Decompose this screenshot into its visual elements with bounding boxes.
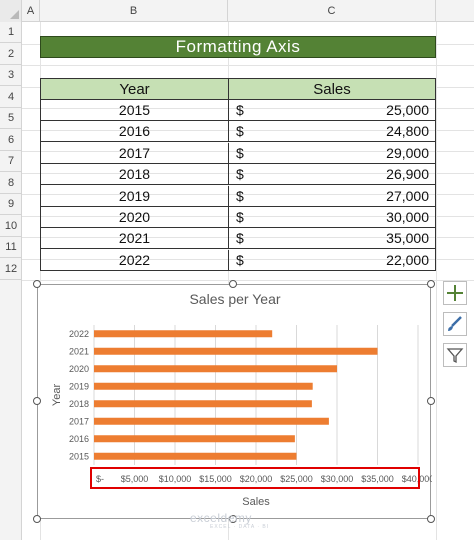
row-header-11[interactable]: 11 (0, 237, 22, 258)
cell-sales[interactable]: $24,800 (229, 121, 435, 142)
currency-symbol: $ (236, 102, 256, 118)
currency-symbol: $ (236, 230, 256, 246)
resize-handle-bottom-right[interactable] (427, 515, 435, 523)
watermark-tagline: EXCEL · DATA · BI (210, 524, 269, 530)
column-header-b[interactable]: B (40, 0, 228, 22)
filter-icon (446, 346, 464, 364)
cell-year[interactable]: 2016 (41, 121, 229, 142)
cell-sales[interactable]: $35,000 (229, 228, 435, 249)
sales-amount: 30,000 (386, 209, 429, 225)
y-tick-label: 2020 (69, 364, 89, 374)
bar-2017[interactable] (94, 418, 329, 425)
row-header-6[interactable]: 6 (0, 130, 22, 151)
resize-handle-bottom-left[interactable] (33, 515, 41, 523)
select-all-triangle-icon (10, 10, 19, 19)
cell-year[interactable]: 2022 (41, 250, 229, 271)
axis-highlight-box (90, 467, 420, 489)
cell-year[interactable]: 2018 (41, 164, 229, 185)
bar-2021[interactable] (94, 348, 378, 355)
currency-symbol: $ (236, 188, 256, 204)
sales-table: Year Sales 2015 $25,000 2016 $24,800 2017 $29… (40, 78, 436, 271)
bar-2015[interactable] (94, 453, 297, 460)
resize-handle-right[interactable] (427, 397, 435, 405)
plus-icon (446, 284, 464, 302)
y-tick-label: 2021 (69, 346, 89, 356)
sales-amount: 27,000 (386, 188, 429, 204)
currency-symbol: $ (236, 166, 256, 182)
resize-handle-left[interactable] (33, 397, 41, 405)
row-header-12[interactable]: 12 (0, 259, 22, 280)
y-axis-title: Year (51, 384, 63, 407)
row-header-4[interactable]: 4 (0, 87, 22, 108)
column-header-c[interactable]: C (228, 0, 436, 22)
row-header-7[interactable]: 7 (0, 151, 22, 172)
bar-2020[interactable] (94, 365, 337, 372)
row-header-2[interactable]: 2 (0, 44, 22, 65)
bar-2016[interactable] (94, 435, 295, 442)
currency-symbol: $ (236, 145, 256, 161)
sales-amount: 22,000 (386, 252, 429, 268)
y-tick-label: 2018 (69, 399, 89, 409)
bar-2018[interactable] (94, 400, 312, 407)
row-header-10[interactable]: 10 (0, 216, 22, 237)
resize-handle-top-right[interactable] (427, 280, 435, 288)
row-header-3[interactable]: 3 (0, 65, 22, 86)
row-header-8[interactable]: 8 (0, 173, 22, 194)
gridline-horizontal (22, 65, 474, 66)
cell-sales[interactable]: $30,000 (229, 207, 435, 228)
cell-sales[interactable]: $27,000 (229, 186, 435, 207)
gridline-vertical (436, 22, 437, 540)
cell-year[interactable]: 2015 (41, 100, 229, 121)
bar-2019[interactable] (94, 383, 313, 390)
x-axis-title: Sales (242, 496, 270, 508)
cell-sales[interactable]: $25,000 (229, 100, 435, 121)
watermark-logo: exceldemy (190, 511, 252, 525)
cell-year[interactable]: 2020 (41, 207, 229, 228)
y-tick-label: 2016 (69, 434, 89, 444)
sales-amount: 26,900 (386, 166, 429, 182)
sales-amount: 29,000 (386, 145, 429, 161)
sales-amount: 25,000 (386, 102, 429, 118)
chart-filters-button[interactable] (443, 343, 467, 367)
cell-sales[interactable]: $29,000 (229, 143, 435, 164)
y-tick-label: 2019 (69, 381, 89, 391)
sales-amount: 24,800 (386, 123, 429, 139)
paintbrush-icon (446, 315, 464, 333)
row-header-1[interactable]: 1 (0, 22, 22, 43)
y-tick-label: 2017 (69, 416, 89, 426)
chart-elements-button[interactable] (443, 281, 467, 305)
cell-sales[interactable]: $22,000 (229, 250, 435, 271)
row-header-9[interactable]: 9 (0, 194, 22, 215)
chart-styles-button[interactable] (443, 312, 467, 336)
gridline-horizontal (22, 280, 474, 281)
column-header-a[interactable]: A (22, 0, 40, 22)
cell-year[interactable]: 2021 (41, 228, 229, 249)
cell-sales[interactable]: $26,900 (229, 164, 435, 185)
y-tick-label: 2022 (69, 329, 89, 339)
sales-amount: 35,000 (386, 230, 429, 246)
header-year[interactable]: Year (41, 79, 229, 100)
y-tick-label: 2015 (69, 451, 89, 461)
header-sales[interactable]: Sales (229, 79, 435, 100)
currency-symbol: $ (236, 252, 256, 268)
resize-handle-top-left[interactable] (33, 280, 41, 288)
currency-symbol: $ (236, 123, 256, 139)
cell-year[interactable]: 2019 (41, 186, 229, 207)
bar-2022[interactable] (94, 330, 272, 337)
row-header-5[interactable]: 5 (0, 108, 22, 129)
currency-symbol: $ (236, 209, 256, 225)
resize-handle-top[interactable] (229, 280, 237, 288)
sheet-title-cell[interactable]: Formatting Axis (40, 36, 436, 58)
cell-year[interactable]: 2017 (41, 143, 229, 164)
